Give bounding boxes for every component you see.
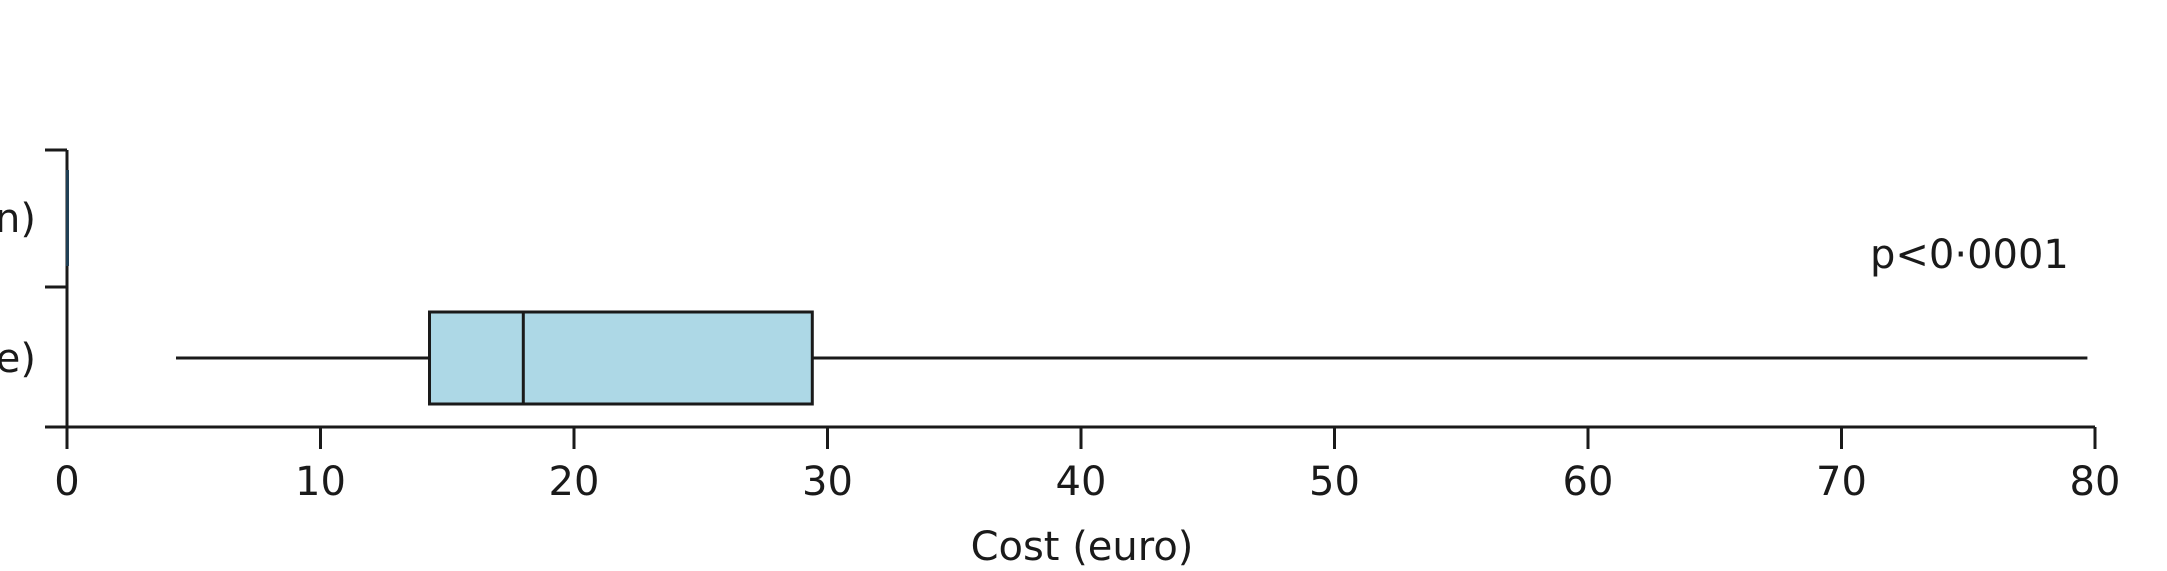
x-tick-label-50: 50 bbox=[1309, 459, 1360, 505]
x-axis-title: Cost (euro) bbox=[971, 524, 1194, 570]
category-labels: n) ce) bbox=[0, 196, 36, 382]
box-0 bbox=[66, 170, 69, 266]
x-tick-label-20: 20 bbox=[549, 459, 600, 505]
boxes bbox=[66, 170, 2088, 406]
x-axis: 0 10 20 30 40 50 60 70 80 bbox=[45, 425, 2121, 505]
box-1 bbox=[176, 310, 2088, 406]
y-axis bbox=[45, 148, 69, 429]
x-tick-label-70: 70 bbox=[1816, 459, 1867, 505]
x-tick-label-60: 60 bbox=[1563, 459, 1614, 505]
x-tick-label-30: 30 bbox=[802, 459, 853, 505]
category-label-0: n) bbox=[0, 196, 36, 242]
x-tick-label-80: 80 bbox=[2070, 459, 2121, 505]
x-tick-label-0: 0 bbox=[54, 459, 79, 505]
x-tick-label-10: 10 bbox=[295, 459, 346, 505]
box-1-iqr bbox=[428, 310, 814, 406]
category-label-1: ce) bbox=[0, 336, 36, 382]
box-0-degenerate bbox=[66, 170, 69, 266]
x-tick-label-40: 40 bbox=[1056, 459, 1107, 505]
p-value-annotation: p<0·0001 bbox=[1870, 232, 2069, 278]
